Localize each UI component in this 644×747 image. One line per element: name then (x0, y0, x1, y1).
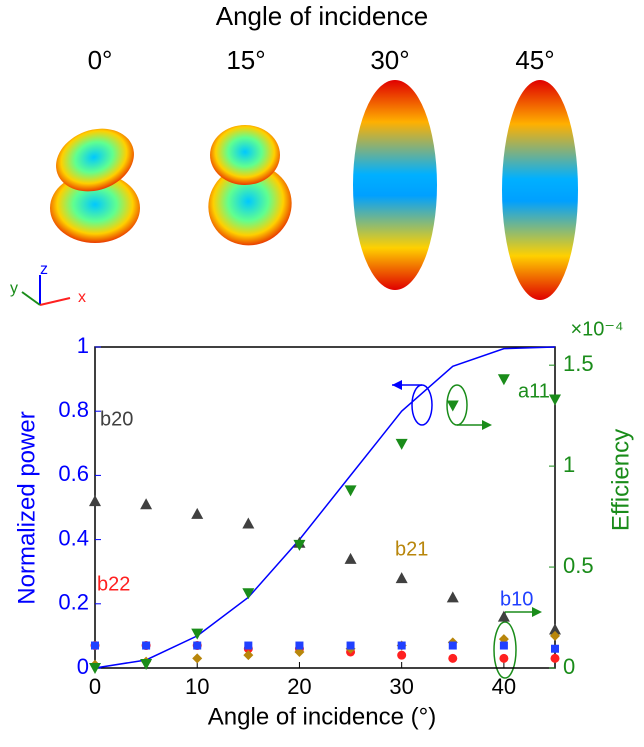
marker (549, 394, 561, 406)
marker (243, 650, 254, 661)
marker (550, 630, 560, 641)
x-tick-label: 0 (89, 674, 101, 699)
marker (293, 539, 306, 551)
marker (244, 641, 253, 650)
axis-icon-label: z (40, 261, 48, 278)
y2-tick-label: 0.5 (563, 553, 594, 578)
y-tick-label: 0.8 (58, 397, 89, 422)
marker (346, 641, 355, 650)
marker (395, 438, 408, 450)
marker (191, 507, 204, 519)
marker (446, 400, 459, 412)
x-tick-label: 30 (389, 674, 413, 699)
marker (193, 641, 202, 650)
angle-label: 45° (515, 45, 554, 75)
y-tick-label: 0.6 (58, 461, 89, 486)
marker (242, 588, 255, 600)
x-tick-label: 10 (185, 674, 209, 699)
marker (395, 572, 408, 584)
marker (549, 623, 561, 635)
y-tick-label: 0 (77, 654, 89, 679)
x-tick-label: 20 (287, 674, 311, 699)
marker (191, 628, 204, 640)
annotation-arrows (392, 380, 542, 679)
plot-frame (94, 346, 556, 669)
angle-label: 15° (226, 45, 265, 75)
y2-tick-label: 1.5 (563, 351, 594, 376)
axis-icon-label: x (78, 289, 86, 306)
marker (242, 517, 255, 529)
marker (140, 498, 153, 510)
top-title: Angle of incidence (216, 1, 428, 31)
marker (89, 495, 101, 507)
series-label: a11 (518, 380, 550, 402)
series-label: b21 (395, 538, 428, 560)
angle-label: 30° (370, 45, 409, 75)
y2-tick-label: 0 (563, 654, 575, 679)
marker (344, 485, 357, 497)
y2-multiplier: ×10⁻⁴ (570, 318, 623, 340)
marker (448, 641, 457, 650)
marker (192, 653, 203, 664)
marker (499, 641, 508, 650)
patterns (50, 80, 578, 300)
marker (499, 653, 509, 663)
marker (448, 653, 458, 663)
y-tick-label: 0.4 (58, 525, 89, 550)
marker (397, 641, 406, 650)
series-label: b22 (97, 573, 130, 595)
marker (551, 644, 559, 653)
power-line (94, 346, 556, 669)
y-tick-label: 0.2 (58, 590, 89, 615)
angle-label: 0° (88, 45, 113, 75)
y-tick-label: 1 (77, 333, 89, 358)
x-axis-label: Angle of incidence (°) (208, 703, 436, 730)
marker (295, 641, 304, 650)
y-axis-label: Normalized power (13, 411, 40, 604)
y2-axis-label: Efficiency (607, 429, 634, 531)
y2-tick-label: 1 (563, 452, 575, 477)
marker (142, 641, 151, 650)
marker (550, 653, 560, 663)
marker (91, 641, 99, 650)
series-label: b10 (500, 588, 533, 610)
x-tick-label: 40 (492, 674, 516, 699)
marker (497, 610, 510, 622)
marker (446, 591, 459, 603)
marker (140, 658, 153, 670)
axis-icon-label: y (10, 280, 18, 297)
marker (397, 650, 407, 660)
series-label: b20 (100, 408, 133, 430)
axis-icon (21, 275, 71, 306)
marker (344, 552, 357, 564)
marker (89, 663, 101, 674)
marker (497, 374, 510, 386)
